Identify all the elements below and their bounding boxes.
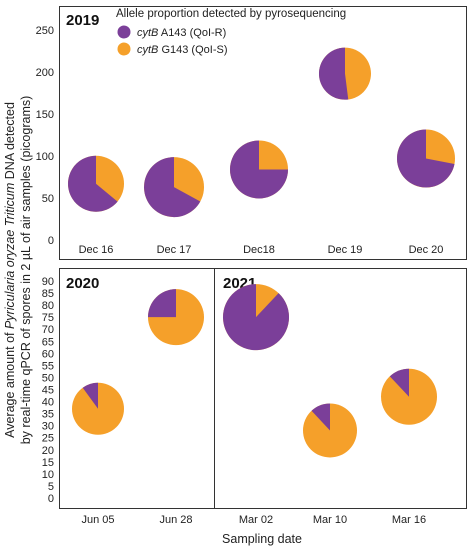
legend-title: Allele proportion detected by pyrosequen… — [116, 8, 346, 20]
pie-2021-2-a143-slice — [389, 368, 409, 397]
pie-2019-1-a143-slice — [143, 157, 201, 218]
y-tick-label-2020-10: 10 — [42, 469, 54, 481]
y-tick-label-2020-80: 80 — [42, 300, 54, 312]
legend-swatch-a143 — [117, 25, 131, 39]
y-tick-label-2020-5: 5 — [48, 481, 54, 493]
panel-frame-2020-2021 — [59, 268, 467, 509]
x-tick-label-2019-4: Dec 20 — [409, 244, 444, 256]
pie-2020-1-a143-slice — [148, 289, 176, 318]
legend: Allele proportion detected by pyrosequen… — [116, 8, 346, 56]
y-tick-label-2020-50: 50 — [42, 372, 54, 384]
x-tick-label-2021-2: Mar 16 — [392, 514, 426, 526]
panel-frame-2019 — [59, 6, 467, 260]
x-tick-label-2020-0: Jun 05 — [81, 514, 114, 526]
pie-2019-4-a143-slice — [397, 129, 455, 188]
y-tick-label-2020-30: 30 — [42, 421, 54, 433]
y-tick-label-2019-0: 0 — [48, 235, 54, 247]
pie-2019-2-a143-slice — [229, 140, 288, 199]
y-tick-label-2019-150: 150 — [36, 109, 54, 121]
y-tick-label-2019-200: 200 — [36, 67, 54, 79]
y-tick-label-2020-65: 65 — [42, 336, 54, 348]
y-tick-label-2019-250: 250 — [36, 25, 54, 37]
y-tick-label-2020-0: 0 — [48, 493, 54, 505]
y-tick-label-2020-75: 75 — [42, 312, 54, 324]
y-tick-label-2020-35: 35 — [42, 409, 54, 421]
x-tick-label-2019-2: Dec18 — [243, 244, 275, 256]
pie-2020-0-a143-slice — [82, 382, 98, 409]
x-tick-label-2019-1: Dec 17 — [157, 244, 192, 256]
y-tick-label-2020-45: 45 — [42, 385, 54, 397]
y-tick-label-2020-20: 20 — [42, 445, 54, 457]
pie-2019-0-a143-slice — [67, 155, 118, 212]
x-tick-label-2021-0: Mar 02 — [239, 514, 273, 526]
y-axis-label: Average amount of Pyricularia oryzae Tri… — [3, 102, 17, 438]
pie-2021-0-a143-slice — [223, 284, 290, 351]
y-tick-label-2019-50: 50 — [42, 193, 54, 205]
pie-2019-3-a143-slice — [318, 47, 349, 100]
pie-2021-1-a143-slice — [311, 403, 330, 431]
x-tick-label-2021-1: Mar 10 — [313, 514, 347, 526]
legend-swatch-g143 — [117, 42, 131, 56]
y-tick-label-2019-100: 100 — [36, 151, 54, 163]
y-tick-label-2020-40: 40 — [42, 397, 54, 409]
x-tick-label-2019-0: Dec 16 — [79, 244, 114, 256]
y-tick-label-2020-90: 90 — [42, 276, 54, 288]
legend-label-a143: cytB A143 (QoI-R) — [137, 27, 226, 39]
y-axis-label-line2: by real-time qPCR of spores in 2 µL of a… — [19, 96, 33, 445]
y-tick-label-2020-85: 85 — [42, 288, 54, 300]
year-label-2020: 2020 — [66, 275, 99, 292]
y-tick-label-2020-15: 15 — [42, 457, 54, 469]
y-tick-label-2020-25: 25 — [42, 433, 54, 445]
legend-label-g143: cytB G143 (QoI-S) — [137, 44, 227, 56]
y-tick-label-2020-70: 70 — [42, 324, 54, 336]
year-label-2019: 2019 — [66, 12, 99, 29]
x-tick-label-2020-1: Jun 28 — [159, 514, 192, 526]
x-axis-label: Sampling date — [222, 532, 302, 546]
x-tick-label-2019-3: Dec 19 — [328, 244, 363, 256]
y-tick-label-2020-60: 60 — [42, 348, 54, 360]
y-tick-label-2020-55: 55 — [42, 360, 54, 372]
